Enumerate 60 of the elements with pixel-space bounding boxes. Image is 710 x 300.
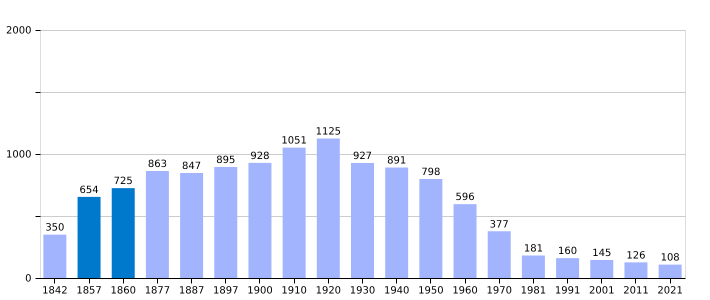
bar bbox=[282, 148, 306, 278]
bar bbox=[488, 231, 511, 278]
data-label: 654 bbox=[80, 184, 99, 196]
bar bbox=[316, 138, 340, 278]
x-tick-label: 1920 bbox=[316, 286, 342, 296]
x-tick-label: 2021 bbox=[657, 286, 683, 296]
y-tick-label: 2000 bbox=[6, 26, 32, 36]
x-tick-label: 1950 bbox=[418, 286, 444, 296]
data-label: 725 bbox=[114, 176, 133, 188]
data-label: 891 bbox=[387, 156, 406, 167]
x-tick-label: 1857 bbox=[76, 286, 102, 296]
x-tick-label: 1842 bbox=[42, 286, 68, 296]
data-label: 927 bbox=[352, 151, 372, 162]
x-tick-label: 1860 bbox=[110, 286, 136, 296]
data-label: 160 bbox=[558, 246, 578, 258]
data-label: 1051 bbox=[281, 136, 307, 147]
data-label: 126 bbox=[626, 250, 646, 262]
y-tick-label: 0 bbox=[25, 274, 32, 284]
bar bbox=[454, 204, 477, 278]
bar bbox=[624, 262, 648, 278]
data-label: 1125 bbox=[316, 126, 342, 138]
bar bbox=[248, 162, 272, 278]
bar bbox=[658, 264, 682, 278]
bar bbox=[180, 172, 204, 278]
data-label: 145 bbox=[592, 248, 612, 260]
y-tick-label: 1000 bbox=[6, 150, 32, 160]
data-label: 596 bbox=[455, 192, 475, 204]
bar bbox=[556, 258, 580, 278]
x-tick-label: 1960 bbox=[452, 286, 478, 296]
bar bbox=[112, 188, 135, 278]
x-tick-label: 1877 bbox=[144, 286, 170, 296]
x-tick-label: 1900 bbox=[247, 286, 273, 296]
data-label: 108 bbox=[660, 252, 680, 264]
bar bbox=[214, 167, 238, 278]
bar bbox=[419, 179, 442, 278]
bar bbox=[43, 234, 66, 278]
data-label: 847 bbox=[182, 160, 202, 172]
data-label: 895 bbox=[216, 155, 236, 166]
bar bbox=[146, 170, 169, 278]
bar bbox=[78, 196, 101, 278]
x-tick-label: 2011 bbox=[623, 286, 649, 296]
data-label: 181 bbox=[524, 244, 543, 255]
data-label: 798 bbox=[421, 167, 440, 178]
x-tick-label: 2001 bbox=[589, 286, 614, 296]
bar bbox=[590, 260, 614, 278]
bar bbox=[385, 168, 408, 278]
x-tick-label: 1981 bbox=[520, 286, 546, 296]
x-tick-label: 1991 bbox=[554, 286, 580, 296]
x-tick-label: 1887 bbox=[178, 286, 204, 296]
data-label: 863 bbox=[148, 158, 167, 170]
x-tick-label: 1940 bbox=[384, 286, 410, 296]
bar bbox=[522, 256, 545, 278]
bar bbox=[351, 163, 374, 278]
data-label: 928 bbox=[250, 150, 270, 162]
data-label: 350 bbox=[45, 222, 64, 234]
x-tick-label: 1930 bbox=[350, 286, 376, 296]
data-label: 377 bbox=[490, 219, 509, 230]
x-tick-label: 1970 bbox=[486, 286, 512, 296]
x-tick-label: 1897 bbox=[213, 286, 238, 296]
x-tick-label: 1910 bbox=[281, 286, 307, 296]
